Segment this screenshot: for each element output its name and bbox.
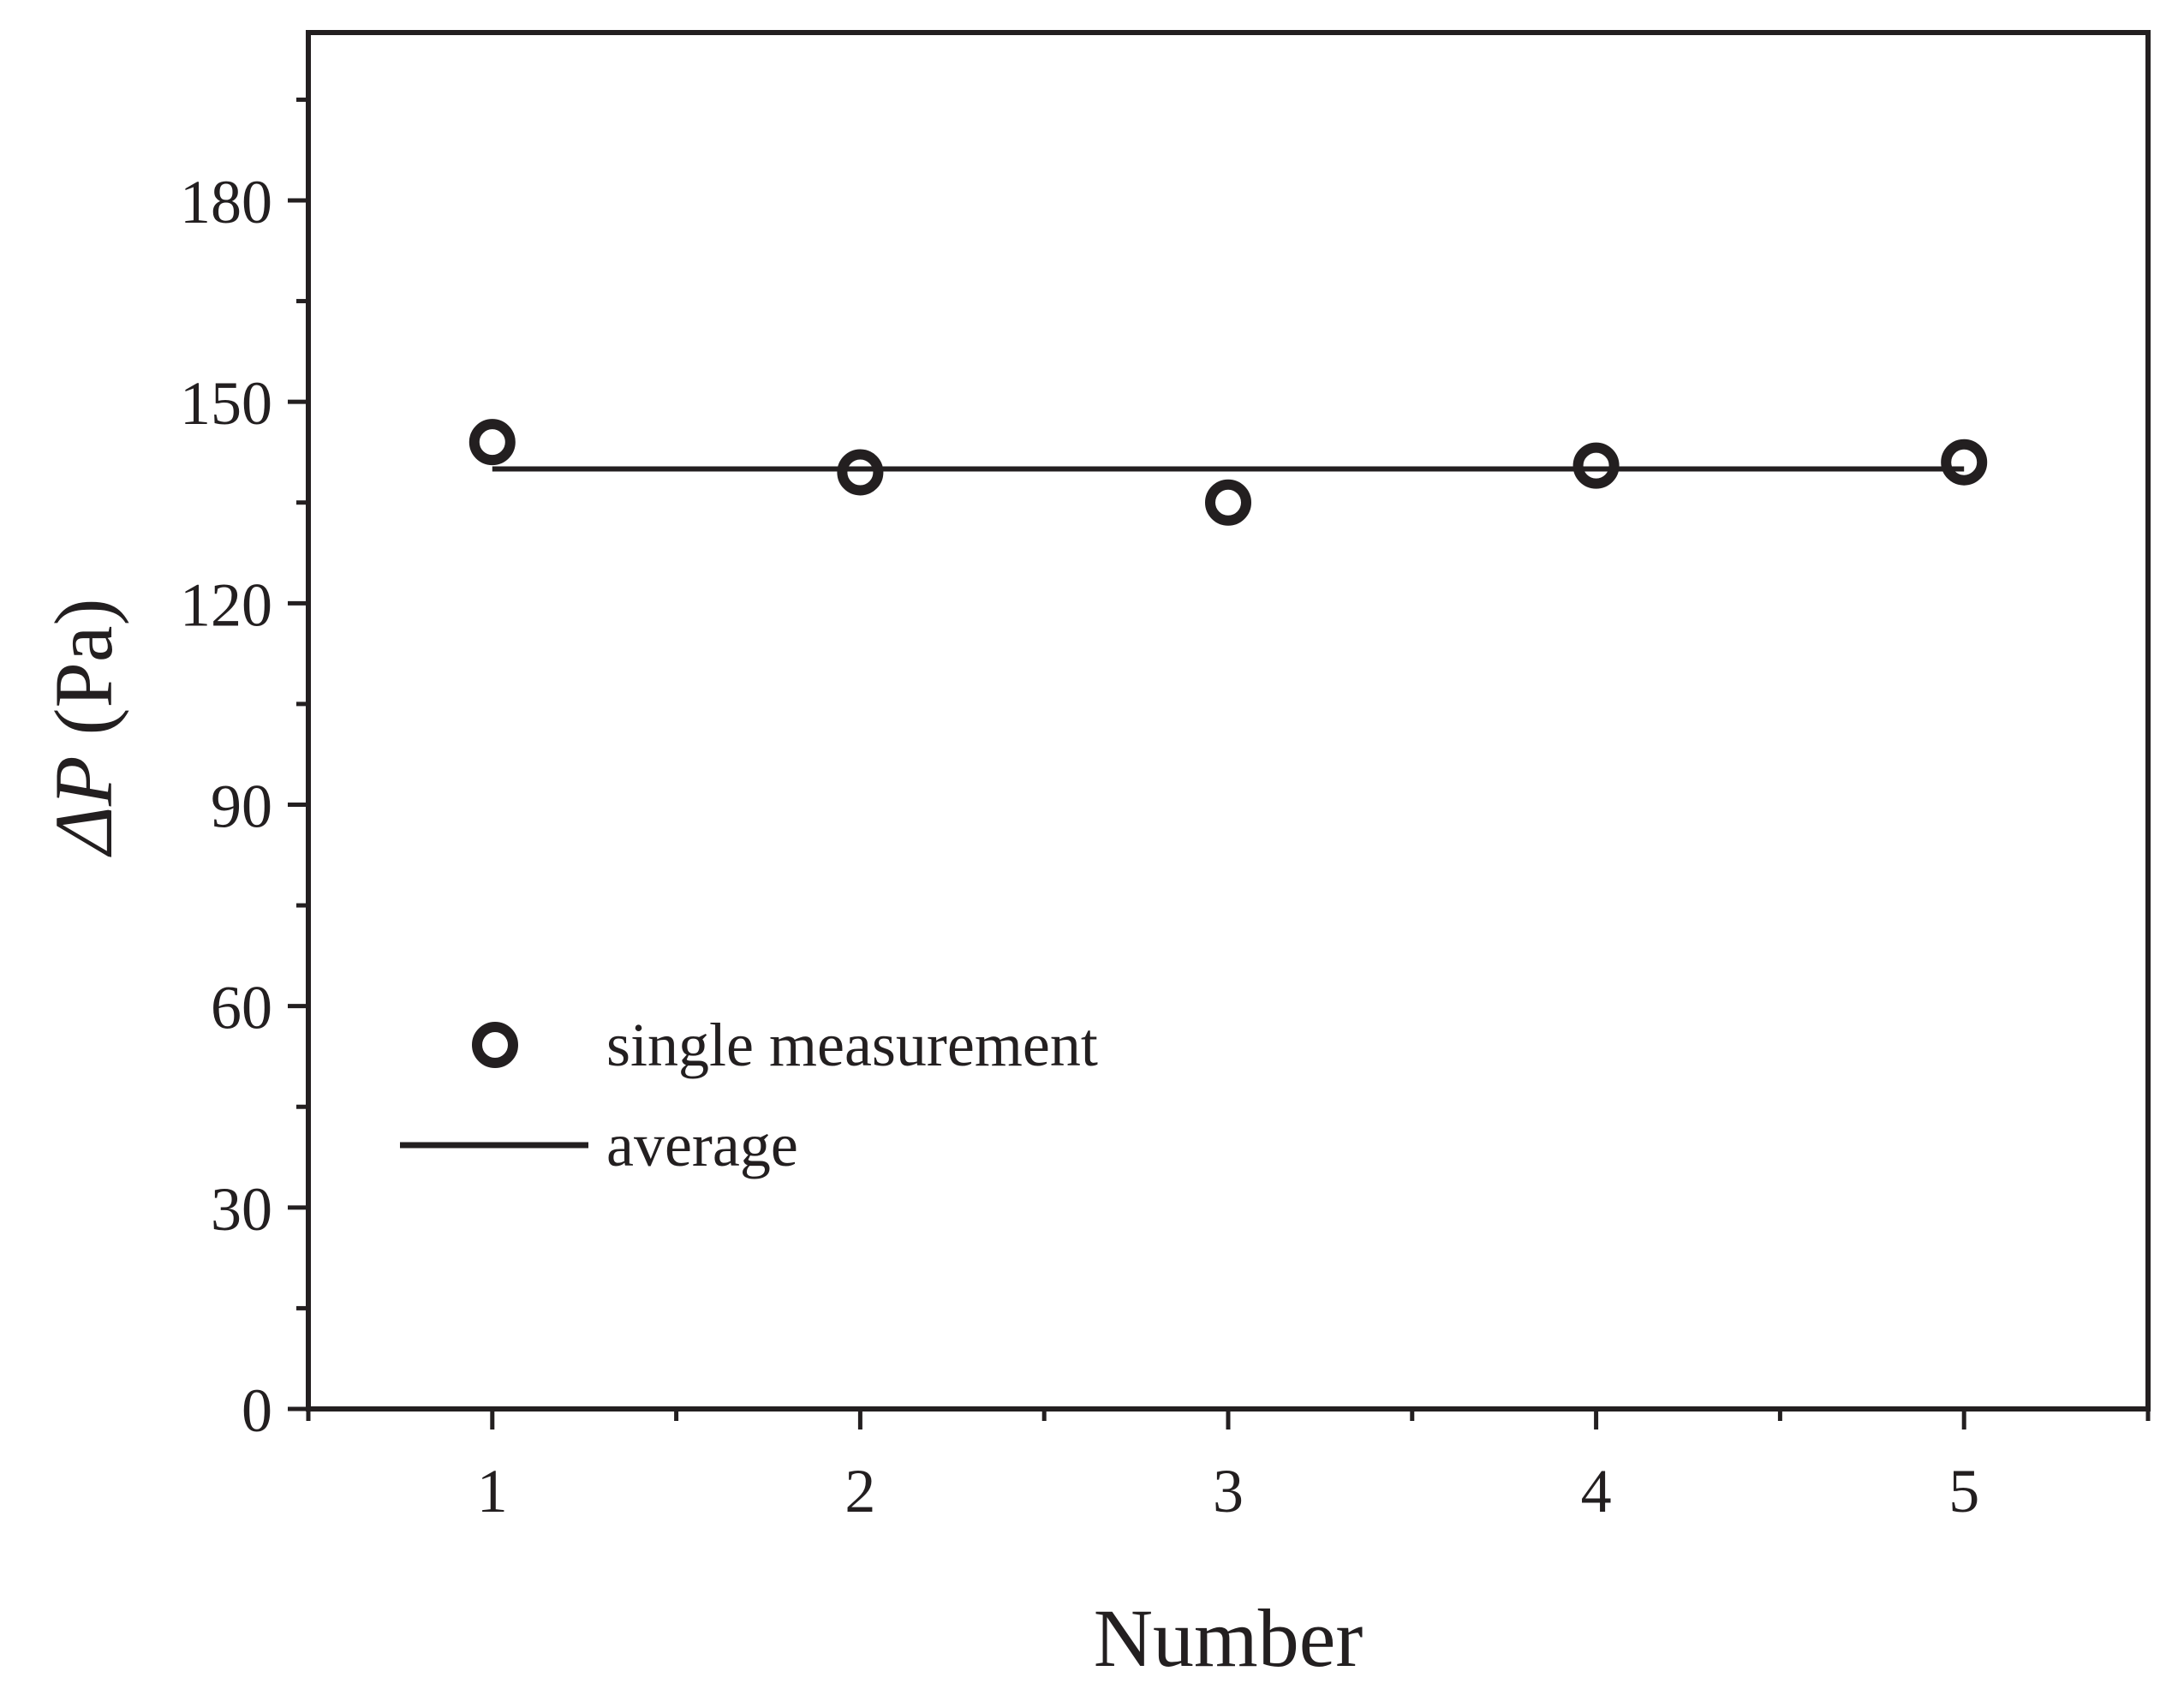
y-axis-tick-labels: 0 30 60 90 120 150 180 xyxy=(180,168,272,1445)
y-tick-label-30: 30 xyxy=(211,1175,272,1244)
measurement-point-2 xyxy=(837,449,884,496)
x-tick-label-3: 3 xyxy=(1213,1457,1244,1525)
x-tick-label-5: 5 xyxy=(1948,1457,1979,1525)
y-tick-label-150: 150 xyxy=(180,369,272,438)
y-axis-title-unit: (Pa) xyxy=(38,599,129,756)
legend-marker-single-measurement xyxy=(472,1022,518,1068)
x-axis-ticks xyxy=(306,1409,2151,1429)
series-layer xyxy=(468,419,1988,526)
x-tick-label-1: 1 xyxy=(477,1457,508,1525)
x-tick-label-2: 2 xyxy=(844,1457,875,1525)
measurement-point-5 xyxy=(1941,439,1988,486)
y-axis-title: ΔP (Pa) xyxy=(38,599,129,858)
measurement-point-3 xyxy=(1205,479,1251,526)
x-axis-tick-labels: 1 2 3 4 5 xyxy=(477,1457,1979,1525)
x-axis-title: Number xyxy=(1094,1592,1364,1684)
legend-label-single-measurement: single measurement xyxy=(606,1011,1098,1079)
y-tick-label-180: 180 xyxy=(180,168,272,236)
x-tick-label-4: 4 xyxy=(1581,1457,1612,1525)
y-axis-ticks xyxy=(288,97,308,1412)
legend: single measurement average xyxy=(400,1011,1098,1179)
measurement-point-1 xyxy=(468,419,516,466)
y-tick-label-90: 90 xyxy=(211,772,272,840)
y-axis-title-symbol: ΔP xyxy=(38,755,129,857)
legend-label-average: average xyxy=(606,1111,798,1179)
y-tick-label-120: 120 xyxy=(180,570,272,639)
y-tick-label-0: 0 xyxy=(242,1376,272,1445)
y-tick-label-60: 60 xyxy=(211,974,272,1042)
measurement-point-4 xyxy=(1572,442,1620,489)
